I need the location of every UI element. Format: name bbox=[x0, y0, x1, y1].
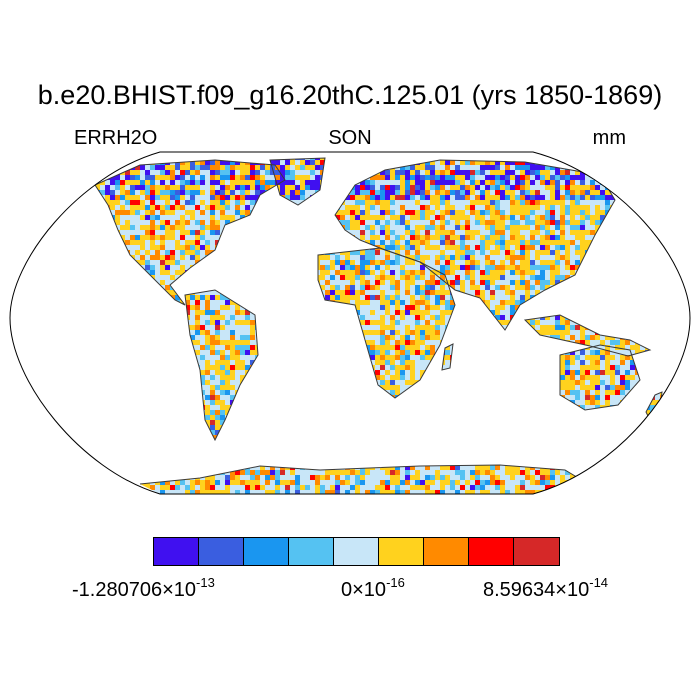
season-label: SON bbox=[328, 127, 372, 149]
colorbar-box bbox=[424, 538, 469, 565]
colorbar-box bbox=[469, 538, 514, 565]
globe-border bbox=[9, 151, 691, 495]
variable-label: ERRH2O bbox=[74, 127, 158, 149]
colorbar-box bbox=[289, 538, 334, 565]
colorbar-box bbox=[379, 538, 424, 565]
colorbar-box bbox=[199, 538, 244, 565]
plot-title: b.e20.BHIST.f09_g16.20thC.125.01 (yrs 18… bbox=[37, 80, 663, 110]
colorbar-mid-label: 0×10-16 bbox=[341, 575, 405, 601]
colorbar-box bbox=[514, 538, 559, 565]
units-label: mm bbox=[592, 127, 626, 149]
colorbar-max-label: 8.59634×10-14 bbox=[483, 575, 609, 601]
colorbar-box bbox=[334, 538, 379, 565]
colorbar-box bbox=[154, 538, 199, 565]
colorbar-box bbox=[244, 538, 289, 565]
colorbar bbox=[153, 537, 560, 566]
colorbar-min-label: -1.280706×10-13 bbox=[72, 575, 215, 601]
